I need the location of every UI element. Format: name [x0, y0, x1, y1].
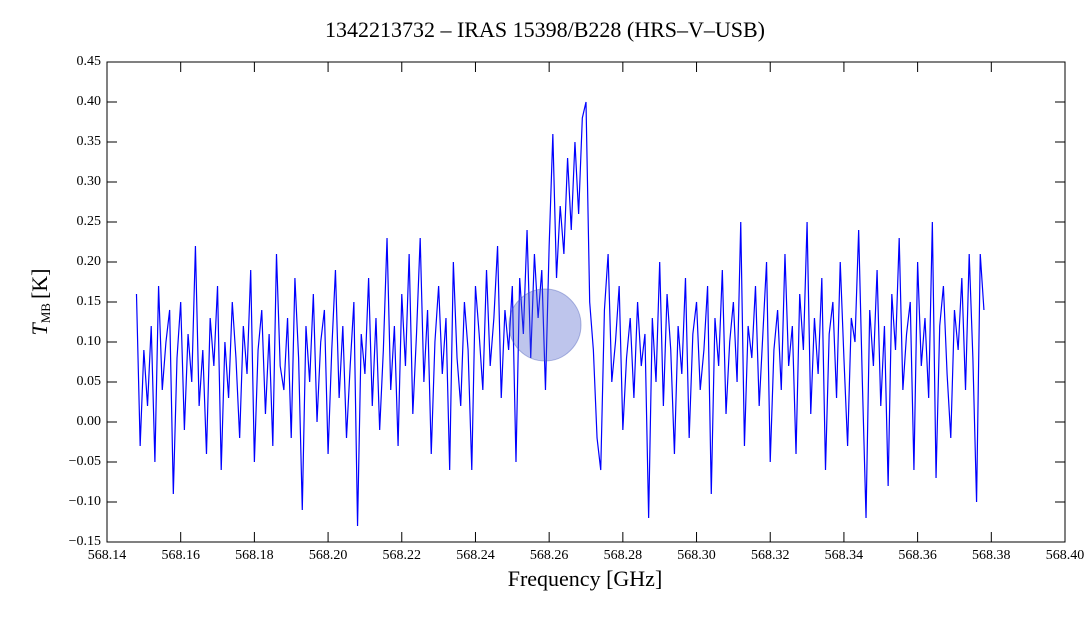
- y-tick-label: 0.15: [77, 294, 102, 309]
- y-tick-label: 0.20: [77, 254, 102, 269]
- y-tick-label: 0.00: [77, 414, 102, 429]
- x-tick-label: 568.38: [972, 548, 1011, 563]
- x-tick-label: 568.34: [825, 548, 864, 563]
- x-tick-label: 568.28: [604, 548, 643, 563]
- cursor-highlight: [508, 288, 582, 362]
- y-tick-label: 0.35: [77, 134, 102, 149]
- y-label-symbol: T: [27, 322, 52, 336]
- x-axis-label: Frequency [GHz]: [508, 566, 663, 591]
- y-label-unit: [K]: [27, 268, 52, 299]
- x-tick-label: 568.24: [456, 548, 495, 563]
- y-tick-label: −0.05: [69, 454, 101, 469]
- spectrum-line: [135, 101, 985, 527]
- plot-area: [135, 101, 985, 527]
- x-tick-label: 568.22: [383, 548, 422, 563]
- x-tick-label: 568.40: [1046, 548, 1085, 563]
- y-label-subscript: MB: [38, 303, 53, 324]
- x-tick-label: 568.26: [530, 548, 569, 563]
- x-tick-label: 568.32: [751, 548, 790, 563]
- y-tick-label: 0.25: [77, 214, 102, 229]
- y-tick-label: 0.40: [77, 94, 102, 109]
- x-tick-label: 568.30: [677, 548, 716, 563]
- chart-title: 1342213732 – IRAS 15398/B228 (HRS–V–USB): [325, 17, 765, 42]
- x-tick-label: 568.14: [88, 548, 127, 563]
- y-tick-label: 0.30: [77, 174, 102, 189]
- y-tick-label: −0.15: [69, 534, 101, 549]
- x-tick-label: 568.36: [898, 548, 937, 563]
- y-axis-label: TMB [K]: [27, 268, 53, 335]
- x-tick-label: 568.16: [161, 548, 200, 563]
- x-tick-label: 568.18: [235, 548, 274, 563]
- y-tick-label: −0.10: [69, 494, 101, 509]
- y-tick-label: 0.05: [77, 374, 102, 389]
- y-tick-label: 0.45: [77, 54, 102, 69]
- y-tick-label: 0.10: [77, 334, 102, 349]
- x-tick-label: 568.20: [309, 548, 348, 563]
